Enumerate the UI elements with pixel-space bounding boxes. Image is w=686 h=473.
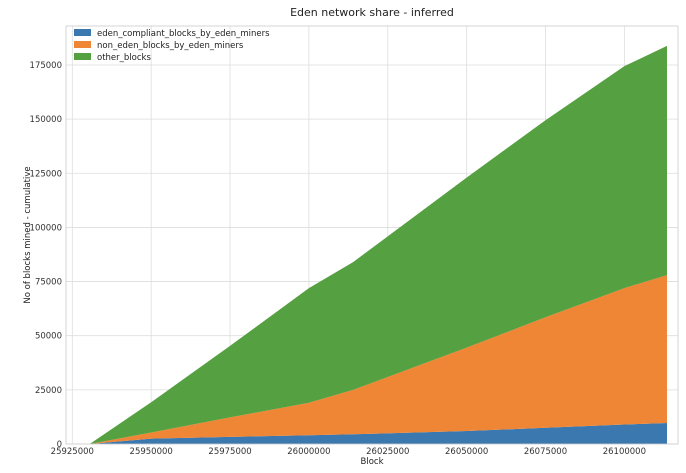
x-tick-label: 26075000 (524, 447, 567, 457)
y-tick-label: 25000 (35, 386, 62, 396)
area-series-non_eden_blocks_by_eden_miners (89, 275, 667, 444)
y-tick-label: 125000 (30, 169, 62, 179)
y-tick-label: 150000 (30, 115, 62, 125)
legend-label-other_blocks: other_blocks (97, 53, 151, 63)
plot-frame (65, 25, 679, 445)
legend-label-eden_compliant_blocks_by_eden_miners: eden_compliant_blocks_by_eden_miners (97, 29, 270, 39)
x-tick-label: 25975000 (208, 447, 251, 457)
legend-swatch-other_blocks (74, 53, 91, 60)
tick-labels: 25925000 25950000 25975000 26000000 26025000… (30, 61, 646, 457)
x-tick-label: 26050000 (445, 447, 488, 457)
y-tick-label: 50000 (35, 332, 62, 342)
x-axis-label: Block (361, 457, 384, 467)
chart-title: Eden network share - inferred (290, 6, 454, 19)
area-series-eden_compliant_blocks_by_eden_miners (89, 423, 667, 444)
areas (89, 45, 667, 445)
area-series-other_blocks (89, 45, 667, 445)
legend-swatch-eden_compliant_blocks_by_eden_miners (74, 29, 91, 36)
y-tick-label: 75000 (35, 278, 62, 288)
legend-swatch-non_eden_blocks_by_eden_miners (74, 41, 91, 48)
legend: eden_compliant_blocks_by_eden_miners non_… (74, 29, 270, 63)
legend-label-non_eden_blocks_by_eden_miners: non_eden_blocks_by_eden_miners (97, 41, 244, 51)
x-tick-label: 26000000 (287, 447, 330, 457)
y-axis-label: No of blocks mined - cumulative (23, 166, 33, 303)
x-tick-label: 26025000 (366, 447, 409, 457)
y-tick-label: 100000 (30, 223, 62, 233)
y-tick-label: 175000 (30, 61, 62, 71)
x-tick-label: 26100000 (603, 447, 646, 457)
y-tick-label: 0 (57, 440, 62, 450)
x-tick-label: 25925000 (51, 447, 94, 457)
x-tick-label: 25950000 (130, 447, 173, 457)
